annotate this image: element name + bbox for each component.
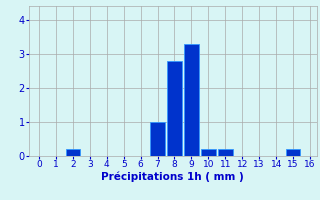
Bar bbox=[286, 149, 300, 156]
Bar bbox=[66, 149, 80, 156]
Bar bbox=[150, 122, 165, 156]
Bar bbox=[184, 44, 199, 156]
Bar bbox=[167, 61, 182, 156]
X-axis label: Précipitations 1h ( mm ): Précipitations 1h ( mm ) bbox=[101, 172, 244, 182]
Bar bbox=[218, 149, 233, 156]
Bar bbox=[201, 149, 216, 156]
